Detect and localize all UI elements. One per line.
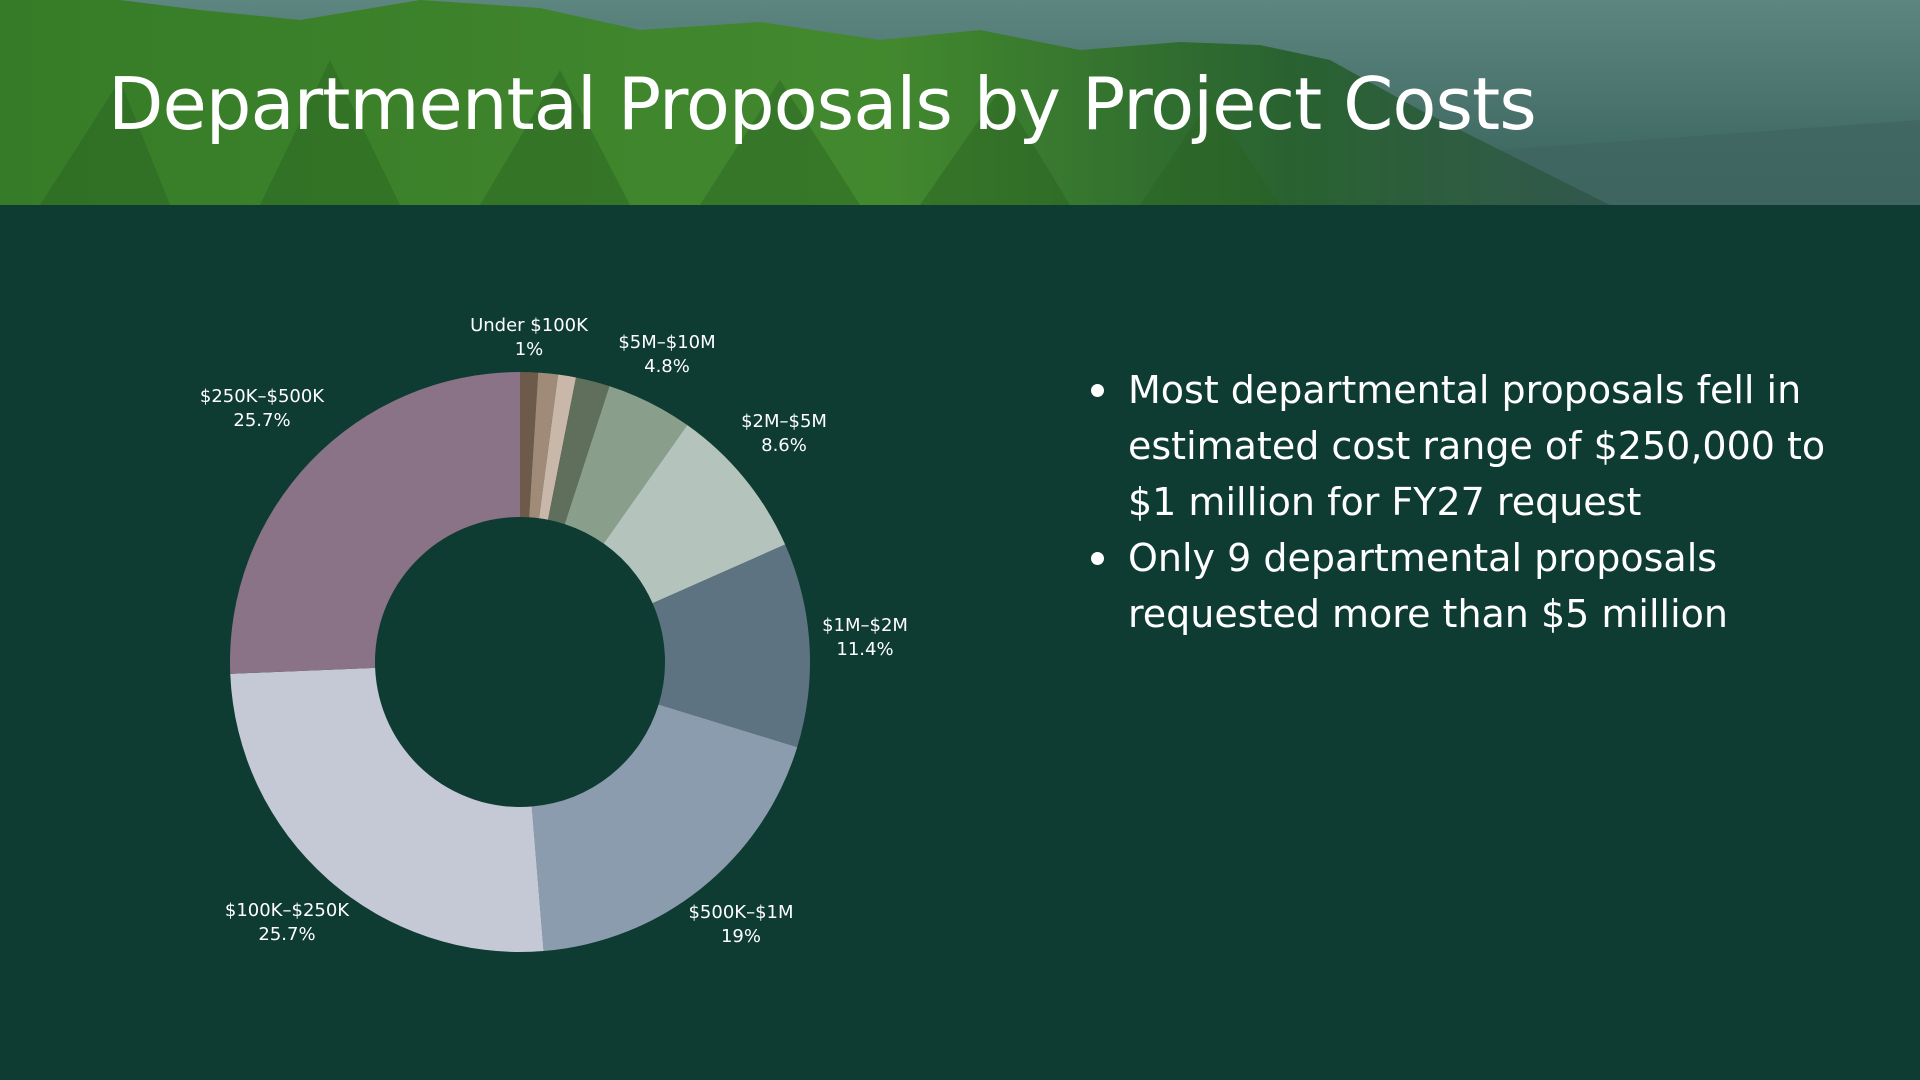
slice-percent-label: 19% xyxy=(721,926,761,947)
bullet-text: Most departmental proposals fell in esti… xyxy=(1128,368,1826,524)
slice-label: $250K–$500K xyxy=(200,386,325,407)
bullet-item: Only 9 departmental proposals requested … xyxy=(1086,530,1846,642)
header-banner: Departmental Proposals by Project Costs xyxy=(0,0,1920,205)
slice-percent-label: 1% xyxy=(515,339,544,360)
slice-label: $2M–$5M xyxy=(741,411,827,432)
donut-slice xyxy=(529,372,559,519)
donut-slice xyxy=(603,425,786,604)
slice-percent-label: 4.8% xyxy=(644,356,690,377)
slice-label: $5M–$10M xyxy=(618,332,715,353)
slide-title: Departmental Proposals by Project Costs xyxy=(108,62,1537,146)
slice-percent-label: 11.4% xyxy=(836,639,893,660)
donut-slice xyxy=(539,374,577,520)
donut-slice xyxy=(652,544,810,748)
bullet-dot-icon xyxy=(1091,384,1104,397)
cost-range-donut-chart: Under $100K 1% $5M–$10M 4.8% $2M–$5M 8.6% $1M–… xyxy=(200,315,908,953)
donut-slice xyxy=(520,372,539,518)
slice-label: Under $100K xyxy=(470,315,589,336)
donut-slice xyxy=(230,667,544,953)
donut-slice xyxy=(230,372,520,674)
slice-percent-label: 25.7% xyxy=(233,410,290,431)
donut-slice xyxy=(548,377,610,525)
slice-label: $500K–$1M xyxy=(688,902,793,923)
bullet-item: Most departmental proposals fell in esti… xyxy=(1086,362,1846,530)
donut-slice xyxy=(564,386,688,544)
summary-bullet-list: Most departmental proposals fell in esti… xyxy=(1086,362,1846,642)
donut-slice xyxy=(531,704,798,952)
slice-percent-label: 25.7% xyxy=(258,924,315,945)
bullet-dot-icon xyxy=(1091,552,1104,565)
mountain-landscape-image xyxy=(0,0,1920,205)
slice-label: $100K–$250K xyxy=(225,900,350,921)
slice-percent-label: 8.6% xyxy=(761,435,807,456)
bullet-text: Only 9 departmental proposals requested … xyxy=(1128,536,1728,636)
slice-label: $1M–$2M xyxy=(822,615,908,636)
